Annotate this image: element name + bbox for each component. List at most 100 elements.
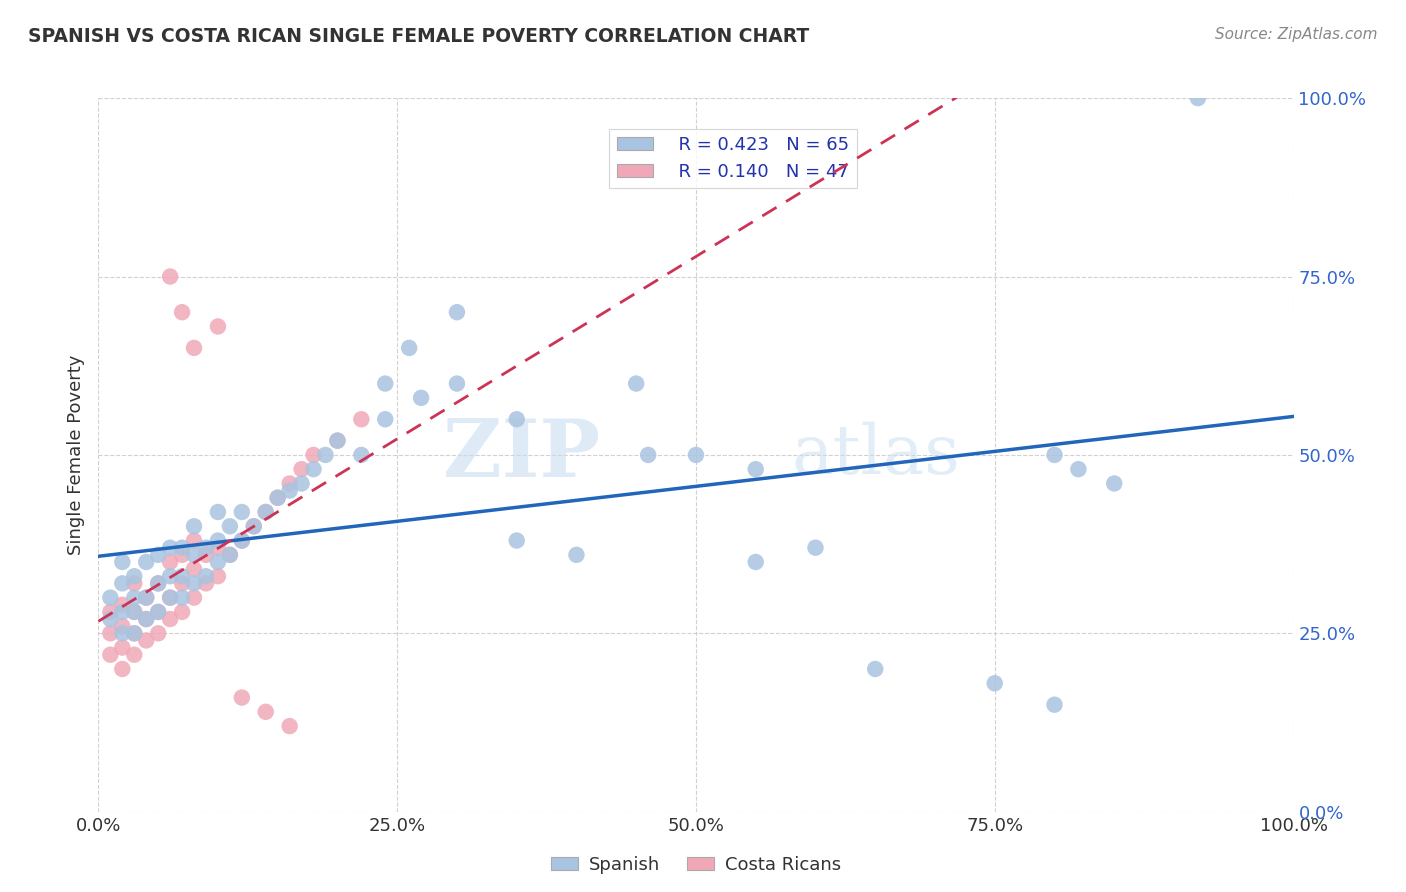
Point bbox=[124, 569, 146, 583]
Point bbox=[219, 548, 242, 562]
Point bbox=[231, 690, 253, 705]
Point bbox=[172, 576, 194, 591]
Point bbox=[446, 376, 468, 391]
Point bbox=[231, 533, 253, 548]
Point bbox=[194, 541, 217, 555]
Point bbox=[745, 555, 768, 569]
Point bbox=[124, 576, 146, 591]
Point bbox=[207, 505, 229, 519]
Point bbox=[350, 448, 373, 462]
Point bbox=[124, 648, 146, 662]
Point bbox=[98, 591, 122, 605]
Point bbox=[685, 448, 707, 462]
Point bbox=[159, 541, 181, 555]
Point bbox=[207, 569, 229, 583]
Point bbox=[290, 462, 312, 476]
Point bbox=[183, 548, 205, 562]
Point bbox=[194, 576, 217, 591]
Point bbox=[124, 605, 146, 619]
Point bbox=[745, 462, 768, 476]
Point bbox=[183, 562, 205, 576]
Point bbox=[983, 676, 1005, 690]
Text: ZIP: ZIP bbox=[443, 416, 600, 494]
Point bbox=[207, 555, 229, 569]
Point bbox=[278, 719, 301, 733]
Point bbox=[207, 319, 229, 334]
Point bbox=[159, 591, 181, 605]
Point bbox=[111, 626, 134, 640]
Point bbox=[135, 591, 157, 605]
Point bbox=[172, 605, 194, 619]
Point bbox=[1043, 448, 1066, 462]
Point bbox=[254, 505, 277, 519]
Point bbox=[98, 605, 122, 619]
Point bbox=[135, 591, 157, 605]
Point bbox=[254, 705, 277, 719]
Point bbox=[1102, 476, 1125, 491]
Point bbox=[243, 519, 266, 533]
Point bbox=[302, 462, 325, 476]
Point bbox=[148, 605, 170, 619]
Point bbox=[135, 612, 157, 626]
Point bbox=[637, 448, 659, 462]
Point bbox=[207, 541, 229, 555]
Point bbox=[135, 633, 157, 648]
Point bbox=[254, 505, 277, 519]
Point bbox=[278, 476, 301, 491]
Point bbox=[243, 519, 266, 533]
Point bbox=[111, 555, 134, 569]
Point bbox=[863, 662, 886, 676]
Text: atlas: atlas bbox=[792, 422, 960, 488]
Point bbox=[148, 576, 170, 591]
Point bbox=[1043, 698, 1066, 712]
Point bbox=[183, 341, 205, 355]
Point bbox=[207, 533, 229, 548]
Point bbox=[111, 576, 134, 591]
Point bbox=[159, 269, 181, 284]
Point bbox=[446, 305, 468, 319]
Point bbox=[159, 612, 181, 626]
Point bbox=[374, 412, 396, 426]
Point bbox=[231, 505, 253, 519]
Point bbox=[374, 376, 396, 391]
Point bbox=[98, 612, 122, 626]
Legend: Spanish, Costa Ricans: Spanish, Costa Ricans bbox=[544, 849, 848, 881]
Point bbox=[267, 491, 290, 505]
Point bbox=[506, 533, 529, 548]
Point bbox=[135, 612, 157, 626]
Point bbox=[159, 555, 181, 569]
Point bbox=[148, 626, 170, 640]
Point bbox=[398, 341, 420, 355]
Point bbox=[624, 376, 647, 391]
Point bbox=[124, 591, 146, 605]
Text: Source: ZipAtlas.com: Source: ZipAtlas.com bbox=[1215, 27, 1378, 42]
Point bbox=[183, 519, 205, 533]
Point bbox=[565, 548, 588, 562]
Point bbox=[98, 648, 122, 662]
Point bbox=[135, 555, 157, 569]
Point bbox=[267, 491, 290, 505]
Text: SPANISH VS COSTA RICAN SINGLE FEMALE POVERTY CORRELATION CHART: SPANISH VS COSTA RICAN SINGLE FEMALE POV… bbox=[28, 27, 810, 45]
Point bbox=[172, 548, 194, 562]
Point bbox=[290, 476, 312, 491]
Point bbox=[172, 541, 194, 555]
Point bbox=[219, 519, 242, 533]
Point bbox=[350, 412, 373, 426]
Point bbox=[148, 548, 170, 562]
Point bbox=[183, 576, 205, 591]
Point bbox=[1187, 91, 1209, 105]
Point bbox=[278, 483, 301, 498]
Point bbox=[172, 569, 194, 583]
Point bbox=[124, 605, 146, 619]
Point bbox=[124, 626, 146, 640]
Point bbox=[315, 448, 337, 462]
Point bbox=[231, 533, 253, 548]
Point bbox=[159, 569, 181, 583]
Point bbox=[111, 619, 134, 633]
Point bbox=[506, 412, 529, 426]
Point bbox=[148, 576, 170, 591]
Point bbox=[172, 305, 194, 319]
Y-axis label: Single Female Poverty: Single Female Poverty bbox=[66, 355, 84, 555]
Point bbox=[302, 448, 325, 462]
Point bbox=[1067, 462, 1090, 476]
